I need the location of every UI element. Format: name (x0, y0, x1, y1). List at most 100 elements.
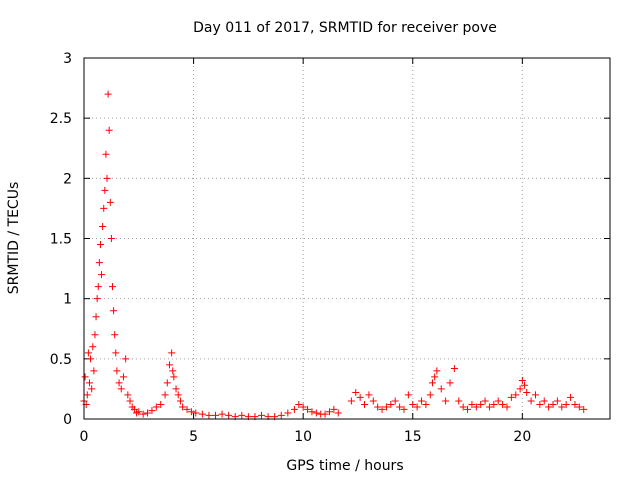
x-tick-label: 15 (404, 429, 422, 445)
data-point (507, 393, 515, 401)
data-point (549, 401, 557, 409)
data-point (98, 271, 106, 279)
data-point (540, 397, 548, 405)
data-point (172, 385, 180, 393)
y-axis-ticks: 0 0.5 1 1.5 2 2.5 3 (50, 51, 610, 428)
data-point (325, 408, 333, 416)
data-point (426, 391, 434, 399)
data-point (304, 405, 312, 413)
data-point (378, 405, 386, 413)
x-axis-ticks: 0 5 10 15 20 (80, 58, 531, 445)
data-point (103, 174, 111, 182)
data-point (387, 401, 395, 409)
data-point (102, 150, 110, 158)
data-point (290, 405, 298, 413)
x-tick-label: 5 (189, 429, 198, 445)
data-point (518, 376, 526, 384)
data-point (413, 403, 421, 411)
data-point (92, 313, 100, 321)
data-point (99, 222, 107, 230)
data-point (93, 295, 101, 303)
data-point (148, 407, 156, 415)
data-point (198, 410, 206, 418)
y-tick-label: 2 (63, 171, 72, 187)
data-point (464, 405, 472, 413)
data-point (161, 391, 169, 399)
data-point (347, 397, 355, 405)
data-point (409, 401, 417, 409)
data-point (512, 391, 520, 399)
data-point (94, 283, 102, 291)
data-point (100, 204, 108, 212)
data-point (169, 367, 177, 375)
y-tick-label: 1 (63, 292, 72, 308)
data-point (521, 381, 529, 389)
data-point (503, 403, 511, 411)
data-point (396, 403, 404, 411)
data-point (485, 403, 493, 411)
data-point (356, 393, 364, 401)
data-point (450, 364, 458, 372)
data-point (117, 385, 125, 393)
plot-frame (83, 57, 611, 420)
data-point (107, 235, 115, 242)
data-point (308, 408, 316, 416)
data-point (238, 411, 246, 419)
data-point (112, 349, 120, 357)
data-point (108, 283, 116, 291)
y-tick-label: 3 (63, 51, 72, 67)
data-point (295, 401, 303, 409)
y-tick-label: 1.5 (50, 232, 72, 248)
data-point (545, 403, 553, 411)
data-point (321, 410, 329, 418)
data-point (105, 126, 113, 134)
data-point (455, 397, 463, 405)
data-point (144, 409, 152, 417)
y-tick-label: 0 (63, 412, 72, 428)
data-point (192, 409, 200, 417)
data-point (205, 411, 213, 419)
data-point (404, 391, 412, 399)
data-point (124, 391, 132, 399)
data-point (499, 401, 507, 409)
data-point (523, 389, 531, 397)
chart-title: Day 011 of 2017, SRMTID for receiver pov… (193, 20, 497, 36)
data-point (139, 410, 147, 418)
data-point (422, 401, 430, 409)
data-point (187, 408, 195, 416)
data-point (176, 397, 184, 405)
data-point (527, 397, 535, 405)
data-point (571, 401, 579, 409)
data-point (95, 259, 103, 267)
data-point (400, 405, 408, 413)
data-point (101, 186, 109, 194)
data-point (84, 349, 92, 357)
data-point (361, 401, 369, 409)
data-point (459, 403, 467, 411)
data-point (91, 331, 99, 339)
data-point (284, 409, 292, 417)
data-point (106, 198, 114, 206)
data-point (277, 411, 285, 419)
x-tick-label: 20 (513, 429, 531, 445)
data-point (391, 397, 399, 405)
data-point (437, 385, 445, 393)
data-point (575, 403, 583, 411)
data-point (536, 401, 544, 409)
data-point (330, 405, 338, 413)
data-point (477, 401, 485, 409)
data-point (174, 391, 182, 399)
data-point (516, 385, 524, 393)
grid-lines (84, 58, 610, 419)
data-point (104, 90, 112, 98)
data-point (382, 403, 390, 411)
data-point (179, 403, 187, 411)
data-point (83, 391, 91, 399)
data-point (418, 397, 426, 405)
data-point (183, 405, 191, 413)
data-point (111, 331, 119, 339)
data-point (558, 403, 566, 411)
data-point (85, 379, 93, 387)
y-tick-label: 2.5 (50, 111, 72, 127)
